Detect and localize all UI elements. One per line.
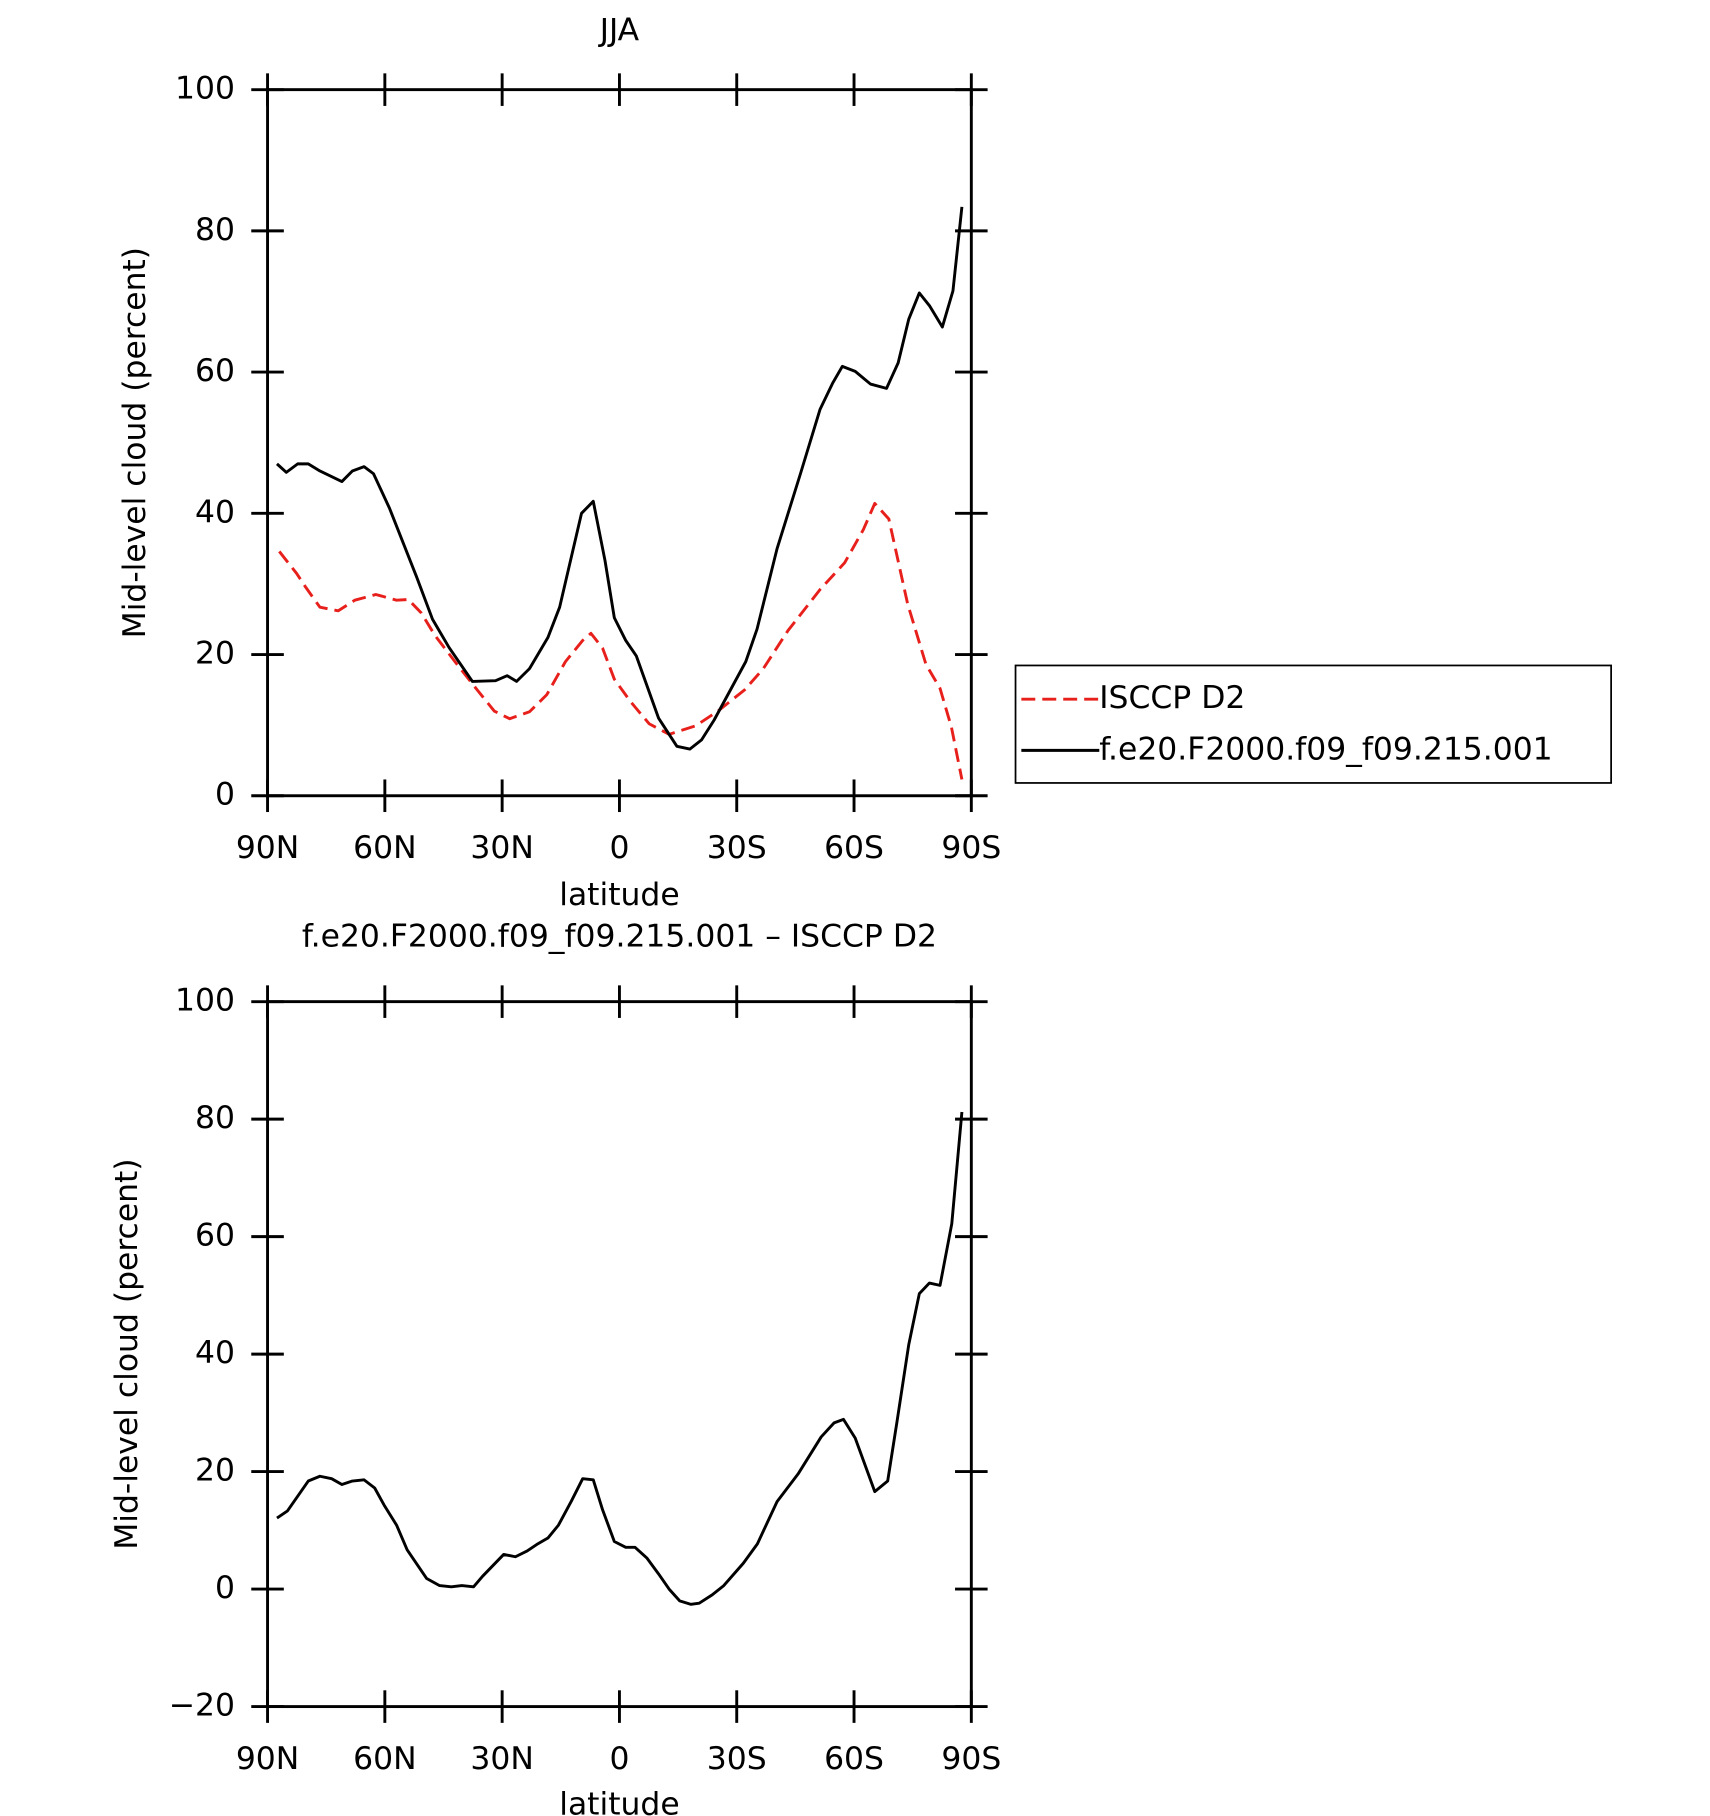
legend-label: ISCCP D2 bbox=[1099, 680, 1245, 716]
x-tick-label: 60N bbox=[353, 830, 416, 866]
y-tick-label: 80 bbox=[195, 1100, 235, 1136]
x-tick-label: 30N bbox=[470, 830, 533, 866]
y-tick-label: 60 bbox=[195, 1218, 235, 1254]
x-tick-label: 90S bbox=[941, 1741, 1001, 1777]
chart-title: JJA bbox=[598, 12, 640, 48]
y-tick-label: 60 bbox=[195, 353, 235, 389]
x-tick-label: 60N bbox=[353, 1741, 416, 1777]
chart-title: f.e20.F2000.f09_f09.215.001 – ISCCP D2 bbox=[302, 919, 937, 955]
x-axis-label: latitude bbox=[559, 1786, 679, 1816]
x-tick-label: 0 bbox=[609, 1741, 629, 1777]
x-axis-label: latitude bbox=[559, 877, 679, 913]
data-line bbox=[275, 206, 964, 751]
x-tick-label: 30S bbox=[707, 830, 767, 866]
y-axis-label: Mid-level cloud (percent) bbox=[109, 1158, 145, 1549]
x-tick-label: 30S bbox=[707, 1741, 767, 1777]
plot-frame bbox=[266, 88, 973, 798]
y-tick-label: 80 bbox=[195, 212, 235, 248]
x-tick-label: 30N bbox=[470, 1741, 533, 1777]
y-tick-label: 0 bbox=[215, 1570, 235, 1606]
x-tick-label: 0 bbox=[609, 830, 629, 866]
y-axis-label: Mid-level cloud (percent) bbox=[117, 247, 153, 638]
x-tick-label: 60S bbox=[824, 1741, 884, 1777]
x-tick-label: 90N bbox=[236, 1741, 299, 1777]
y-tick-label: 20 bbox=[195, 1453, 235, 1489]
x-tick-label: 60S bbox=[824, 830, 884, 866]
data-line bbox=[276, 1111, 964, 1606]
y-tick-label: 100 bbox=[175, 71, 235, 107]
y-tick-label: 0 bbox=[215, 777, 235, 813]
y-tick-label: 40 bbox=[195, 494, 235, 530]
y-tick-label: 40 bbox=[195, 1335, 235, 1371]
plot-frame bbox=[266, 1000, 973, 1709]
legend-label: f.e20.F2000.f09_f09.215.001 bbox=[1099, 731, 1552, 767]
x-tick-label: 90S bbox=[941, 830, 1001, 866]
y-tick-label: 20 bbox=[195, 636, 235, 672]
x-tick-label: 90N bbox=[236, 830, 299, 866]
data-line bbox=[278, 501, 964, 780]
y-tick-label: 100 bbox=[175, 983, 235, 1019]
y-tick-label: −20 bbox=[169, 1688, 235, 1724]
legend-box bbox=[1014, 664, 1612, 784]
